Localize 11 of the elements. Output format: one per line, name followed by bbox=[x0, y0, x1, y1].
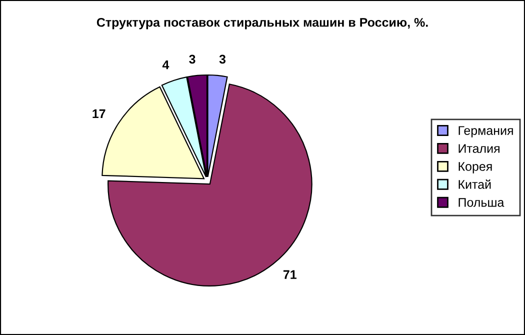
legend-label: Польша bbox=[458, 198, 504, 207]
data-label: 3 bbox=[189, 54, 196, 64]
legend-label: Корея bbox=[458, 162, 492, 174]
chart-title: Структура поставок стиральных машин в Россию, %. bbox=[96, 18, 428, 30]
data-label: 71 bbox=[283, 270, 296, 279]
data-label: 4 bbox=[162, 60, 170, 70]
legend-label: Италия bbox=[458, 144, 500, 153]
legend-label: Германия bbox=[458, 126, 513, 138]
legend-label: Китай bbox=[458, 179, 491, 189]
data-label: 3 bbox=[219, 54, 226, 64]
data-label: 17 bbox=[92, 109, 106, 118]
